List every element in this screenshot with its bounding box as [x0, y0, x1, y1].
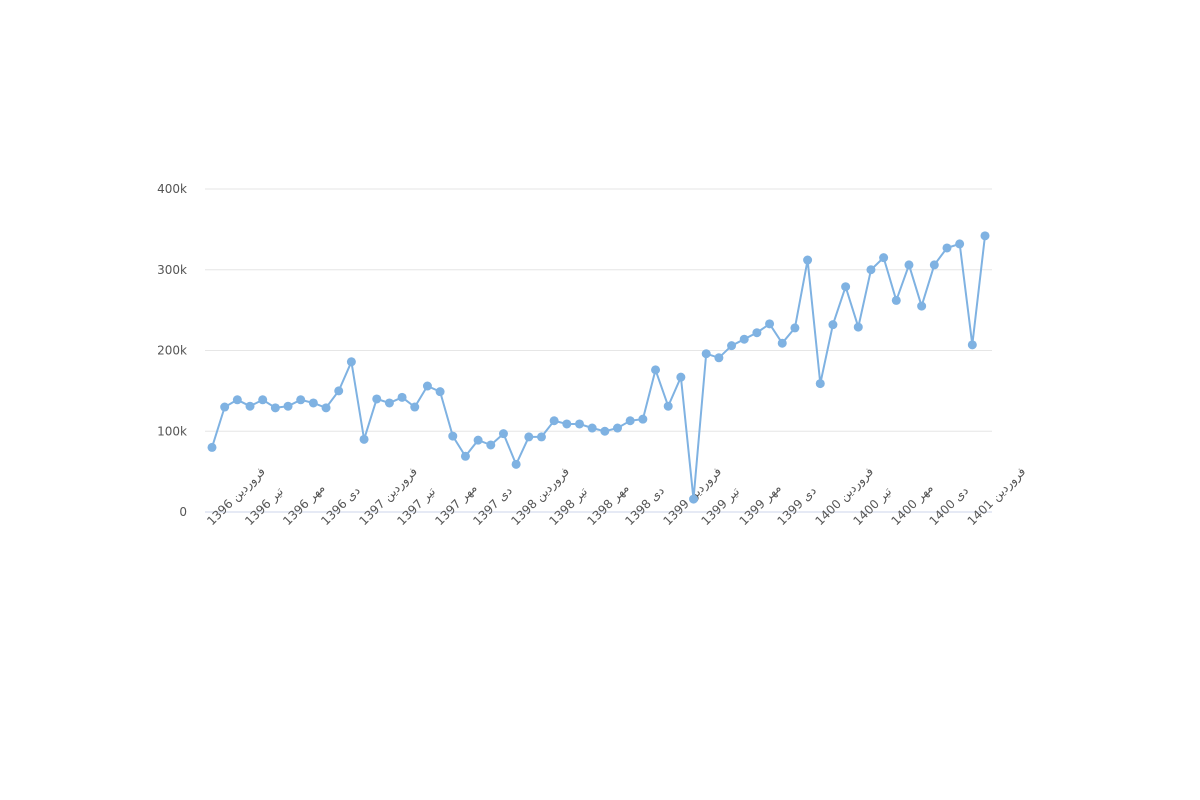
y-tick-label: 300k [157, 263, 187, 277]
point [866, 265, 876, 275]
x-tick-label: فروردین 1401 [965, 464, 1029, 528]
point [321, 403, 331, 413]
point [739, 334, 749, 344]
point [207, 442, 217, 452]
point [765, 319, 775, 329]
point [917, 301, 927, 311]
point [663, 401, 673, 411]
y-tick-label: 400k [157, 182, 187, 196]
point [511, 459, 521, 469]
point [308, 398, 318, 408]
point [790, 323, 800, 333]
point [410, 402, 420, 412]
point [562, 419, 572, 429]
point [891, 295, 901, 305]
point [359, 434, 369, 444]
point [448, 431, 458, 441]
point [651, 365, 661, 375]
point [714, 353, 724, 363]
point [549, 416, 559, 426]
point [587, 423, 597, 433]
point [638, 414, 648, 424]
point [828, 320, 838, 330]
point [600, 426, 610, 436]
point [232, 395, 242, 405]
point [384, 398, 394, 408]
point [283, 401, 293, 411]
point [676, 372, 686, 382]
point [397, 392, 407, 402]
point [853, 322, 863, 332]
point [270, 403, 280, 413]
point [296, 395, 306, 405]
point [574, 419, 584, 429]
point [536, 432, 546, 442]
point [942, 243, 952, 253]
point [815, 379, 825, 389]
point [879, 253, 889, 263]
point [803, 255, 813, 265]
point [372, 394, 382, 404]
point [498, 429, 508, 439]
point [486, 440, 496, 450]
point [727, 341, 737, 351]
point [346, 357, 356, 367]
point [422, 381, 432, 391]
point [689, 494, 699, 504]
point [929, 260, 939, 270]
point [220, 402, 230, 412]
point [245, 401, 255, 411]
point [435, 387, 445, 397]
point [752, 328, 762, 338]
y-tick-label: 0 [179, 505, 187, 519]
point [613, 423, 623, 433]
point [955, 239, 965, 249]
point [904, 260, 914, 270]
point [967, 340, 977, 350]
point [473, 435, 483, 445]
point [841, 282, 851, 292]
y-tick-label: 200k [157, 344, 187, 358]
point [777, 338, 787, 348]
point [625, 416, 635, 426]
point [460, 451, 470, 461]
point [980, 231, 990, 241]
point [701, 349, 711, 359]
point [524, 432, 534, 442]
line [211, 235, 986, 500]
point [334, 386, 344, 396]
point [258, 395, 268, 405]
y-tick-label: 100k [157, 424, 187, 438]
